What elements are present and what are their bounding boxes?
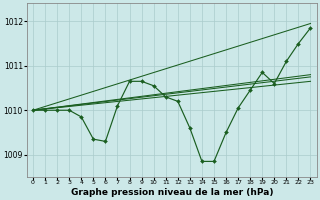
X-axis label: Graphe pression niveau de la mer (hPa): Graphe pression niveau de la mer (hPa) [70, 188, 273, 197]
